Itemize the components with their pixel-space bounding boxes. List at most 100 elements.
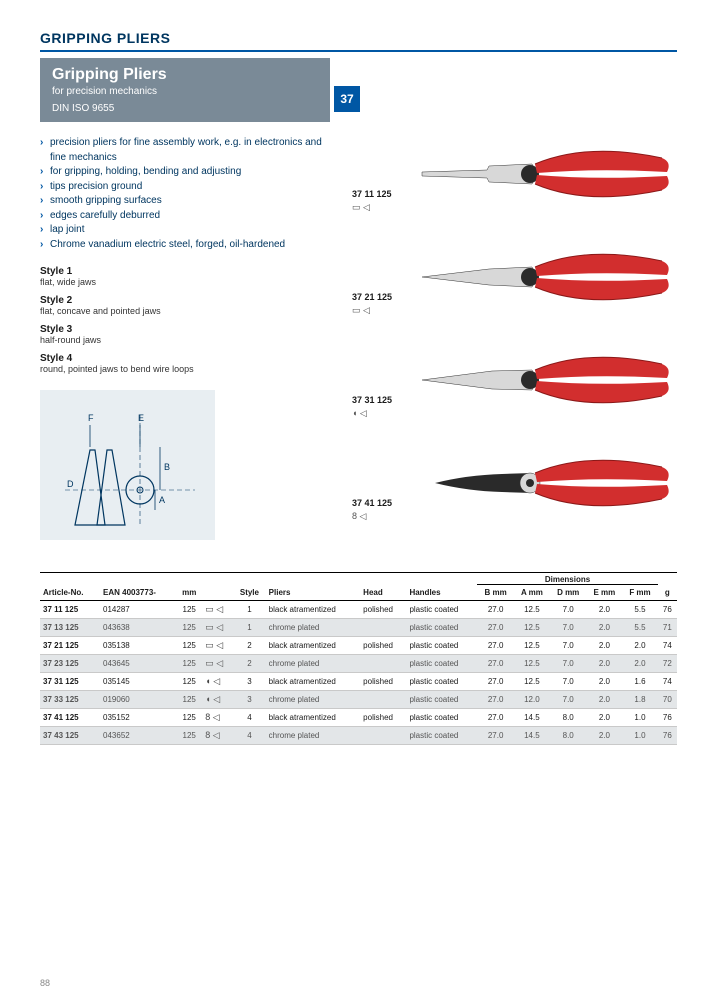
th-pliers: Pliers: [266, 573, 361, 601]
style-item: Style 2 flat, concave and pointed jaws: [40, 295, 332, 316]
title-band: Gripping Pliers for precision mechanics …: [40, 58, 330, 122]
th-head: Head: [360, 573, 406, 601]
table-cell: 1.0: [622, 727, 657, 745]
style-item: Style 4 round, pointed jaws to bend wire…: [40, 353, 332, 374]
table-cell: plastic coated: [406, 637, 477, 655]
table-cell: plastic coated: [406, 691, 477, 709]
content-columns: precision pliers for fine assembly work,…: [40, 132, 677, 544]
table-cell: 27.0: [477, 727, 513, 745]
table-cell: 125: [176, 691, 202, 709]
th-style: Style: [233, 573, 265, 601]
table-cell: 76: [658, 709, 677, 727]
title-row: Gripping Pliers for precision mechanics …: [40, 58, 677, 122]
table-cell: 1.8: [622, 691, 657, 709]
table-cell: 043652: [100, 727, 176, 745]
table-cell: 27.0: [477, 709, 513, 727]
table-cell: 12.5: [514, 655, 550, 673]
table-cell: ◖ ◁: [202, 691, 233, 709]
spec-table-wrap: Article-No. EAN 4003773- mm Style Pliers…: [40, 572, 677, 745]
table-cell: [360, 619, 406, 637]
table-cell: 37 23 125: [40, 655, 100, 673]
table-cell: 2.0: [586, 601, 622, 619]
table-cell: 37 41 125: [40, 709, 100, 727]
table-cell: 3: [233, 691, 265, 709]
table-cell: 2.0: [622, 655, 657, 673]
left-column: precision pliers for fine assembly work,…: [40, 132, 332, 544]
th-D: D mm: [550, 585, 586, 601]
table-cell: 125: [176, 637, 202, 655]
table-cell: 014287: [100, 601, 176, 619]
product-label: 37 31 125 ◖ ◁: [352, 343, 407, 419]
svg-text:D: D: [67, 479, 74, 489]
table-cell: 37 21 125: [40, 637, 100, 655]
table-cell: 043645: [100, 655, 176, 673]
table-cell: 2: [233, 655, 265, 673]
table-cell: 4: [233, 709, 265, 727]
table-cell: ▭ ◁: [202, 655, 233, 673]
table-cell: 8.0: [550, 709, 586, 727]
jaw-icon: ◖ ◁: [352, 408, 407, 419]
table-cell: [360, 727, 406, 745]
th-len: mm: [176, 573, 202, 601]
table-cell: 12.0: [514, 691, 550, 709]
product-article: 37 31 125: [352, 395, 407, 405]
table-cell: 2.0: [586, 709, 622, 727]
plier-image: [417, 441, 677, 526]
table-cell: 035145: [100, 673, 176, 691]
dimension-diagram: F E B A D: [40, 390, 215, 540]
th-jaw: [202, 573, 233, 601]
page-number: 88: [40, 978, 50, 988]
table-cell: chrome plated: [266, 691, 361, 709]
table-cell: ▭ ◁: [202, 601, 233, 619]
table-cell: 2.0: [586, 727, 622, 745]
table-cell: 12.5: [514, 637, 550, 655]
table-cell: 035138: [100, 637, 176, 655]
table-row: 37 13 125043638125▭ ◁1chrome platedplast…: [40, 619, 677, 637]
table-cell: polished: [360, 601, 406, 619]
svg-text:E: E: [138, 413, 144, 423]
product-row: 37 21 125 ▭ ◁: [352, 235, 677, 320]
product-article: 37 21 125: [352, 292, 407, 302]
table-cell: 2.0: [586, 673, 622, 691]
category-badge: 37: [334, 86, 360, 112]
table-cell: 7.0: [550, 601, 586, 619]
th-article: Article-No.: [40, 573, 100, 601]
table-cell: 27.0: [477, 601, 513, 619]
table-cell: 8 ◁: [202, 709, 233, 727]
style-title: Style 4: [40, 353, 332, 364]
table-cell: 035152: [100, 709, 176, 727]
table-cell: 7.0: [550, 691, 586, 709]
header-rule: [40, 50, 677, 52]
table-cell: 14.5: [514, 709, 550, 727]
table-cell: 70: [658, 691, 677, 709]
th-A: A mm: [514, 585, 550, 601]
table-cell: 27.0: [477, 619, 513, 637]
bullet: lap joint: [40, 223, 332, 238]
feature-bullets: precision pliers for fine assembly work,…: [40, 136, 332, 252]
table-cell: 125: [176, 619, 202, 637]
style-desc: half-round jaws: [40, 335, 332, 345]
svg-text:F: F: [88, 413, 94, 423]
table-cell: plastic coated: [406, 727, 477, 745]
table-cell: polished: [360, 673, 406, 691]
bullet: edges carefully deburred: [40, 209, 332, 224]
table-cell: 7.0: [550, 655, 586, 673]
table-cell: ◖ ◁: [202, 673, 233, 691]
svg-text:B: B: [164, 462, 170, 472]
product-row: 37 31 125 ◖ ◁: [352, 338, 677, 423]
bullet: precision pliers for fine assembly work,…: [40, 136, 332, 165]
table-cell: 2.0: [586, 655, 622, 673]
table-cell: 27.0: [477, 691, 513, 709]
table-cell: 7.0: [550, 673, 586, 691]
product-row: 37 41 125 8 ◁: [352, 441, 677, 526]
table-cell: 1.0: [622, 709, 657, 727]
table-cell: [360, 655, 406, 673]
table-cell: 5.5: [622, 601, 657, 619]
style-desc: round, pointed jaws to bend wire loops: [40, 364, 332, 374]
table-cell: 1: [233, 619, 265, 637]
table-cell: 74: [658, 637, 677, 655]
style-desc: flat, concave and pointed jaws: [40, 306, 332, 316]
table-cell: plastic coated: [406, 655, 477, 673]
table-cell: 37 33 125: [40, 691, 100, 709]
bullet: Chrome vanadium electric steel, forged, …: [40, 238, 332, 253]
